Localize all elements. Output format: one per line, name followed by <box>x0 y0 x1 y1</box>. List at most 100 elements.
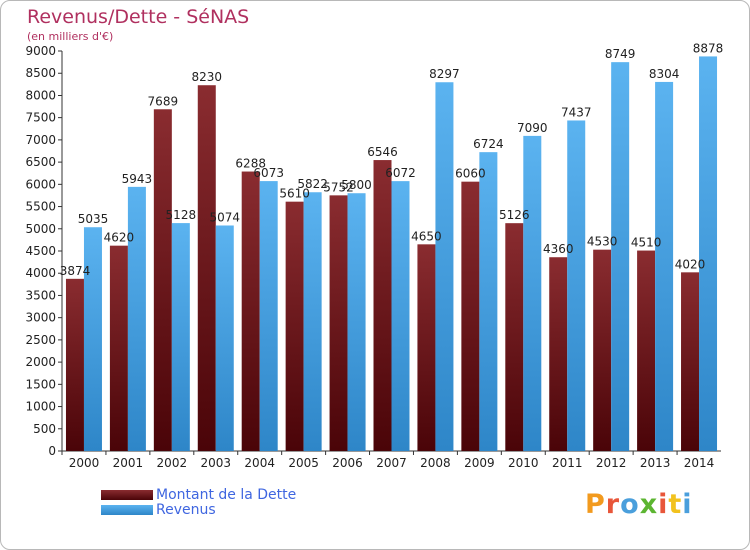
bar-dette <box>109 245 128 451</box>
bar-dette-label: 8230 <box>191 70 222 84</box>
bar-revenus <box>215 225 234 451</box>
bar-dette <box>637 250 656 451</box>
data-labels: 3874 4620 7689 8230 6288 5610 5752 6546 4650 6060… <box>60 41 724 277</box>
x-tick-label: 2000 <box>69 456 100 470</box>
bar-dette-label: 6546 <box>367 145 398 159</box>
bar-dette <box>65 278 84 451</box>
bar-revenus-label: 8749 <box>605 47 636 61</box>
y-tick-label: 7000 <box>25 133 56 147</box>
bar-dette-label: 5610 <box>279 187 310 201</box>
bar-revenus <box>655 81 674 451</box>
bar-revenus <box>347 193 366 451</box>
bar-dette-label: 4510 <box>631 236 662 250</box>
x-tick-label: 2011 <box>552 456 583 470</box>
y-tick-label: 6500 <box>25 155 56 169</box>
y-tick-label: 4000 <box>25 266 56 280</box>
bar-revenus <box>391 181 410 451</box>
bar-revenus-label: 7437 <box>561 105 592 119</box>
x-tick-label: 2008 <box>420 456 451 470</box>
bar-revenus <box>611 62 630 452</box>
y-tick-label: 4500 <box>25 244 56 258</box>
bar-dette-label: 4650 <box>411 229 442 243</box>
bar-dette <box>681 272 700 451</box>
logo-letter: o <box>620 489 640 520</box>
x-tick-label: 2009 <box>464 456 495 470</box>
bar-dette <box>417 244 436 451</box>
bar-dette-label: 4530 <box>587 235 618 249</box>
y-tick-label: 1000 <box>25 400 56 414</box>
y-tick-label: 9000 <box>25 44 56 58</box>
x-tick-label: 2001 <box>113 456 144 470</box>
bar-dette <box>505 223 524 451</box>
logo-letter: P <box>585 489 606 520</box>
bar-dette-label: 7689 <box>148 94 179 108</box>
bar-revenus <box>699 56 718 452</box>
bar-revenus <box>523 135 542 451</box>
bar-dette <box>593 249 612 451</box>
bar-revenus-label: 6724 <box>473 137 504 151</box>
x-tick-label: 2004 <box>244 456 275 470</box>
chart-title: Revenus/Dette - SéNAS <box>27 6 250 28</box>
y-tick-label: 5500 <box>25 200 56 214</box>
legend-label-revenus: Revenus <box>156 502 216 518</box>
legend-label-debt: Montant de la Dette <box>156 487 297 503</box>
bar-revenus-label: 8304 <box>649 67 680 81</box>
bar-revenus-label: 5800 <box>341 178 372 192</box>
logo-letter: i <box>682 489 693 520</box>
y-tick-label: 8000 <box>25 88 56 102</box>
bar-dette <box>285 201 304 451</box>
bar-revenus-label: 6072 <box>385 166 416 180</box>
bar-revenus <box>127 186 146 451</box>
x-tick-label: 2010 <box>508 456 539 470</box>
x-tick-label: 2013 <box>640 456 671 470</box>
y-tick-label: 6000 <box>25 177 56 191</box>
y-tick-label: 3000 <box>25 311 56 325</box>
y-tick-label: 2000 <box>25 355 56 369</box>
bar-revenus <box>567 120 586 451</box>
bar-dette-label: 6288 <box>235 157 266 171</box>
bar-revenus <box>435 82 454 451</box>
bar-dette <box>153 109 172 452</box>
y-tick-label: 0 <box>48 444 56 458</box>
x-tick-label: 2006 <box>332 456 363 470</box>
y-tick-label: 8500 <box>25 66 56 80</box>
bar-dette <box>373 160 392 452</box>
chart-subtitle: (en milliers d'€) <box>27 30 114 43</box>
legend-swatch-debt <box>101 490 153 500</box>
x-tick-label: 2007 <box>376 456 407 470</box>
logo-letter: t <box>668 489 683 520</box>
bar-dette-label: 6060 <box>455 167 486 181</box>
bar-dette <box>461 181 480 451</box>
bar-revenus <box>171 223 190 451</box>
bar-revenus-label: 5074 <box>209 210 240 224</box>
bar-revenus <box>303 192 322 451</box>
bar-dette <box>241 171 260 452</box>
bar-revenus-label: 8878 <box>693 41 724 55</box>
bars <box>65 56 718 452</box>
x-tick-label: 2005 <box>288 456 319 470</box>
bar-dette <box>549 257 568 451</box>
bar-revenus-label: 7090 <box>517 121 548 135</box>
logo-letter: i <box>658 489 669 520</box>
y-tick-label: 7500 <box>25 111 56 125</box>
proxiti-logo: Proxiti <box>585 489 693 520</box>
bar-dette-label: 5752 <box>323 180 354 194</box>
legend-swatch-revenus <box>101 505 153 515</box>
bar-revenus <box>479 152 498 451</box>
y-tick-label: 500 <box>33 422 56 436</box>
bar-revenus <box>259 181 278 452</box>
logo-letter: x <box>639 489 659 520</box>
bar-dette <box>197 85 216 451</box>
bar-revenus-label: 5128 <box>166 208 197 222</box>
bar-dette-label: 3874 <box>60 264 91 278</box>
bar-dette-label: 4360 <box>543 242 574 256</box>
bar-revenus-label: 5822 <box>297 177 328 191</box>
x-tick-label: 2003 <box>200 456 231 470</box>
bar-dette-label: 5126 <box>499 208 530 222</box>
logo-letter: r <box>605 489 621 520</box>
bar-dette-label: 4020 <box>675 257 706 271</box>
x-tick-label: 2002 <box>157 456 188 470</box>
bar-revenus <box>83 227 102 451</box>
